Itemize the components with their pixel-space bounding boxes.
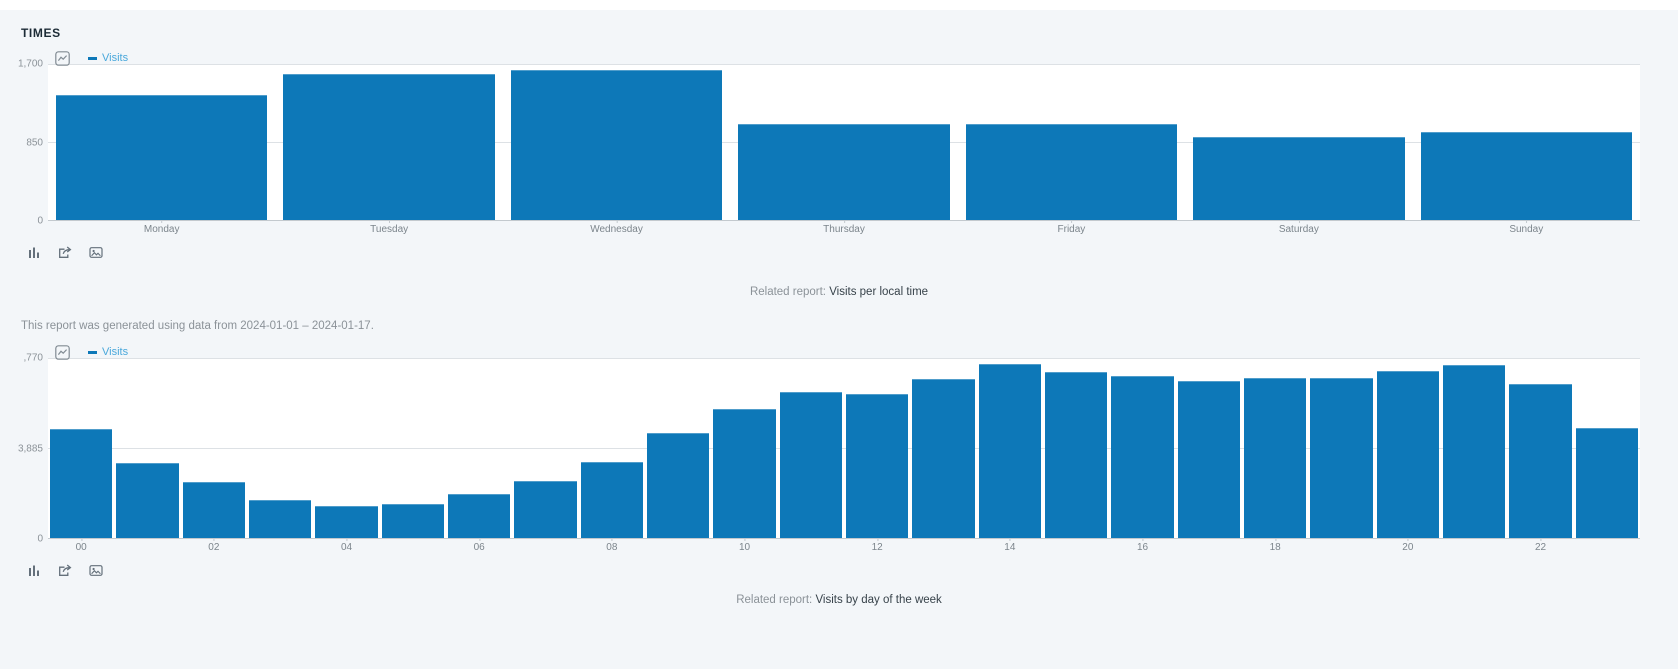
bar-chart-icon[interactable] [28,564,41,577]
bar-12[interactable] [845,394,909,538]
related-report-line-2: Related report: Visits by day of the wee… [0,594,1678,606]
bar-chart-icon[interactable] [28,246,41,259]
bar-07[interactable] [514,480,577,538]
bar-10[interactable] [713,409,776,538]
bar-wednesday[interactable] [510,69,723,220]
x-tick-sunday: Sunday [1509,220,1544,235]
bar-friday[interactable] [965,124,1178,220]
y-tick-max: ,770 [23,352,43,364]
x-tick-02: 02 [208,538,220,553]
x-tick-22: 22 [1534,538,1547,553]
x-tick-12: 12 [871,538,883,553]
x-tick-wednesday: Wednesday [590,220,643,235]
bar-19[interactable] [1310,377,1373,538]
bar-09[interactable] [646,433,710,538]
x-tick-20: 20 [1402,538,1414,553]
export-icon[interactable] [58,563,72,577]
chart2-x-axis-labels: 00 02 04 06 08 10 12 14 16 18 20 22 [48,538,1640,555]
report-generated-note: This report was generated using data fro… [21,320,374,332]
x-tick-friday: Friday [1057,220,1086,235]
times-report-page: TIMES Visits 1,700 850 0 [0,27,1678,606]
series-dash-icon [88,56,97,60]
related-report-link-visits-by-day-of-week[interactable]: Visits by day of the week [815,594,942,606]
legend-series-visits[interactable]: Visits [88,346,128,358]
related-report-prefix: Related report: [749,286,830,298]
image-export-icon[interactable] [55,50,70,66]
bar-05[interactable] [381,504,444,538]
chart-widget-visits-per-hour: Visits ,770 3,885 0 00 02 04 06 08 10 12 14 16 18… [0,344,1678,606]
series-dash-icon [88,350,97,354]
legend-label: Visits [102,346,129,358]
top-white-strip [0,0,1678,10]
page-title: TIMES [21,26,61,40]
legend-label: Visits [102,52,129,64]
chart2-y-axis: ,770 3,885 0 [0,353,48,545]
bar-16[interactable] [1111,375,1174,538]
x-tick-04: 04 [340,538,353,553]
bar-tuesday[interactable] [283,74,495,220]
bar-sunday[interactable] [1420,131,1633,220]
chart1-area: 1,700 850 0 [0,59,1640,227]
chart-widget-visits-per-day-of-week: Visits 1,700 850 0 Monday Tuesday Wednesda… [0,50,1678,298]
y-tick-mid: 850 [26,137,43,148]
bar-22[interactable] [1509,383,1572,538]
x-tick-saturday: Saturday [1278,220,1319,235]
x-tick-monday: Monday [143,220,180,235]
x-tick-00: 00 [75,538,87,553]
x-tick-06: 06 [473,538,485,553]
bar-00[interactable] [49,429,113,538]
bar-13[interactable] [912,379,975,538]
x-tick-14: 14 [1004,538,1016,553]
bar-01[interactable] [116,463,179,538]
bar-chart-plot-hours [48,358,1640,539]
chart1-toolbar [28,244,1678,260]
related-report-line-1: Related report: Visits per local time [0,286,1678,298]
chart1-legend-row: Visits [0,50,1678,66]
image-export-icon[interactable] [55,344,70,360]
bar-15[interactable] [1044,372,1108,538]
bar-03[interactable] [248,500,312,538]
gridline-top [48,358,1640,359]
x-tick-16: 16 [1136,538,1149,553]
bar-21[interactable] [1442,365,1506,538]
x-tick-18: 18 [1269,538,1281,553]
x-tick-10: 10 [738,538,751,553]
bar-20[interactable] [1376,371,1439,538]
y-tick-max: 1,700 [17,58,43,70]
bar-saturday[interactable] [1193,136,1405,220]
bar-18[interactable] [1243,377,1307,538]
related-report-prefix: Related report: [736,594,816,606]
chart1-x-axis-labels: Monday Tuesday Wednesday Thursday Friday Satu… [48,220,1640,237]
gridline-mid [48,448,1640,449]
y-tick-mid: 3,885 [17,443,43,454]
gridline-top [48,64,1640,65]
legend-series-visits[interactable]: Visits [88,52,128,64]
bar-02[interactable] [182,481,245,538]
bar-thursday[interactable] [738,124,950,220]
bar-23[interactable] [1575,427,1638,538]
bar-06[interactable] [447,494,511,538]
bar-14[interactable] [978,364,1041,538]
bar-17[interactable] [1177,381,1240,538]
chart2-legend-row: Visits [0,344,1678,360]
bar-11[interactable] [779,392,842,538]
chart2-toolbar [28,562,1678,578]
chart1-y-axis: 1,700 850 0 [0,59,48,227]
image-icon[interactable] [89,564,103,577]
bar-04[interactable] [315,506,378,538]
image-icon[interactable] [89,246,103,259]
x-tick-08: 08 [606,538,618,553]
x-tick-tuesday: Tuesday [370,220,409,235]
bar-08[interactable] [580,461,643,538]
y-tick-zero: 0 [37,215,43,227]
bar-monday[interactable] [55,95,268,220]
x-tick-thursday: Thursday [823,220,865,235]
related-report-link-visits-per-local-time[interactable]: Visits per local time [829,286,929,298]
bar-chart-plot-days [48,64,1640,221]
chart2-area: ,770 3,885 0 [0,353,1640,545]
y-tick-zero: 0 [37,533,43,545]
export-icon[interactable] [58,245,72,259]
